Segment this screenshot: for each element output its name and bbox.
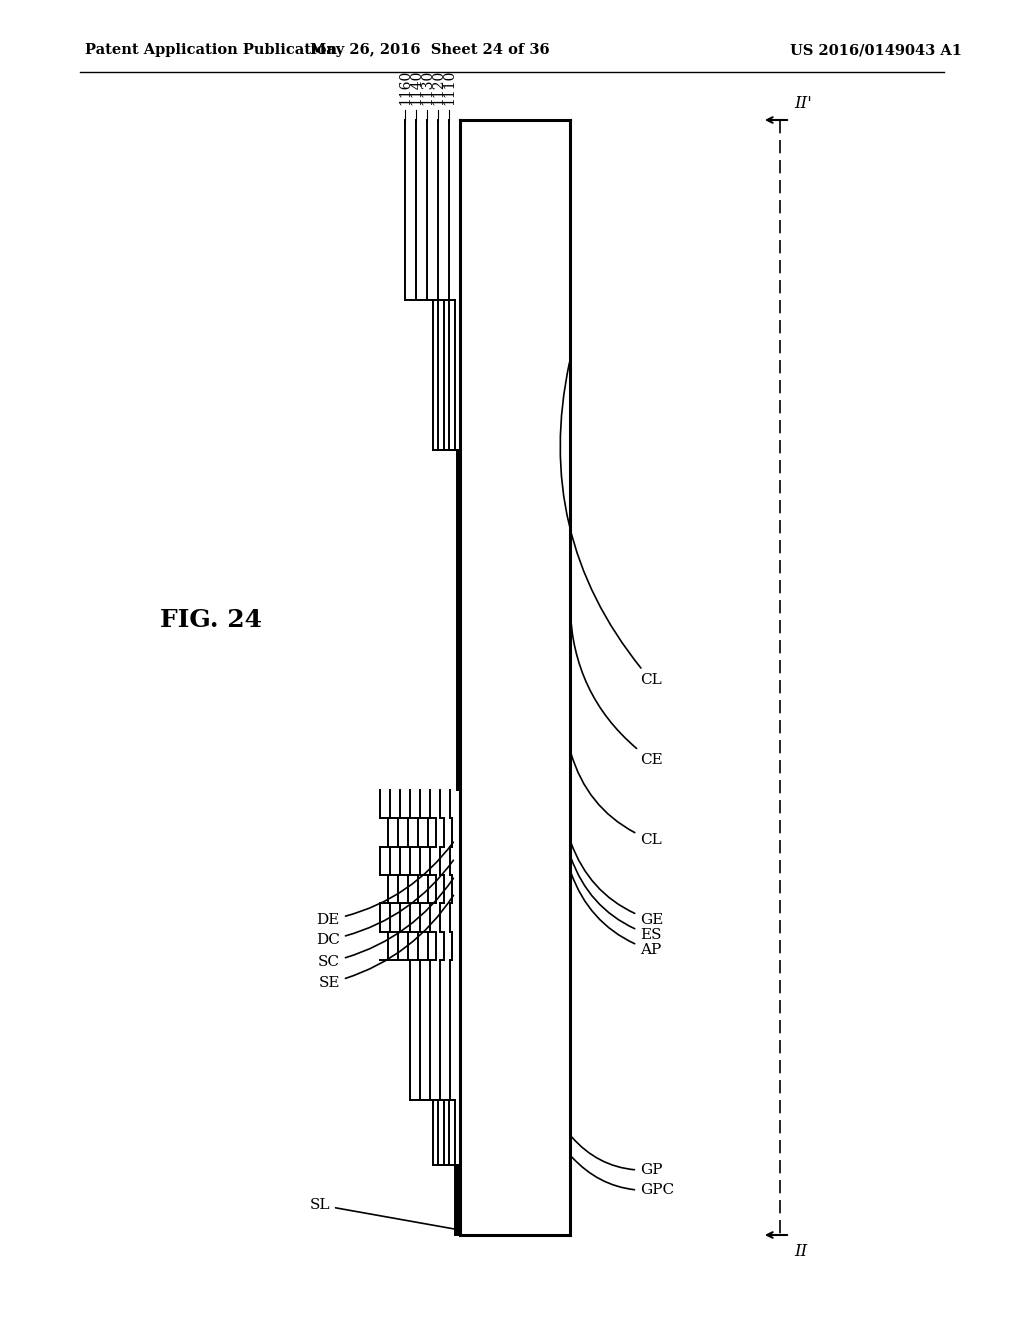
Text: US 2016/0149043 A1: US 2016/0149043 A1: [790, 44, 962, 57]
Text: 1130: 1130: [420, 70, 434, 106]
Text: DE: DE: [316, 842, 454, 927]
Text: SC: SC: [318, 878, 454, 969]
Text: ES: ES: [571, 858, 662, 942]
Text: AP: AP: [571, 873, 662, 957]
Text: SL: SL: [309, 1199, 458, 1229]
Text: Patent Application Publication: Patent Application Publication: [85, 44, 337, 57]
Text: CE: CE: [570, 607, 663, 767]
Text: CL: CL: [560, 363, 662, 686]
Text: May 26, 2016  Sheet 24 of 36: May 26, 2016 Sheet 24 of 36: [310, 44, 550, 57]
Text: DC: DC: [316, 861, 454, 946]
Text: 1160: 1160: [398, 70, 412, 106]
Text: GE: GE: [571, 842, 664, 927]
Text: 1140: 1140: [409, 70, 423, 106]
Text: II': II': [794, 95, 812, 112]
Text: GPC: GPC: [571, 1158, 674, 1197]
Text: 1120: 1120: [431, 70, 445, 106]
Text: SE: SE: [318, 895, 454, 990]
Text: CL: CL: [570, 752, 662, 847]
Text: 1110: 1110: [442, 70, 456, 106]
Text: GP: GP: [571, 1137, 663, 1177]
Text: II: II: [794, 1243, 807, 1261]
Text: FIG. 24: FIG. 24: [160, 609, 262, 632]
